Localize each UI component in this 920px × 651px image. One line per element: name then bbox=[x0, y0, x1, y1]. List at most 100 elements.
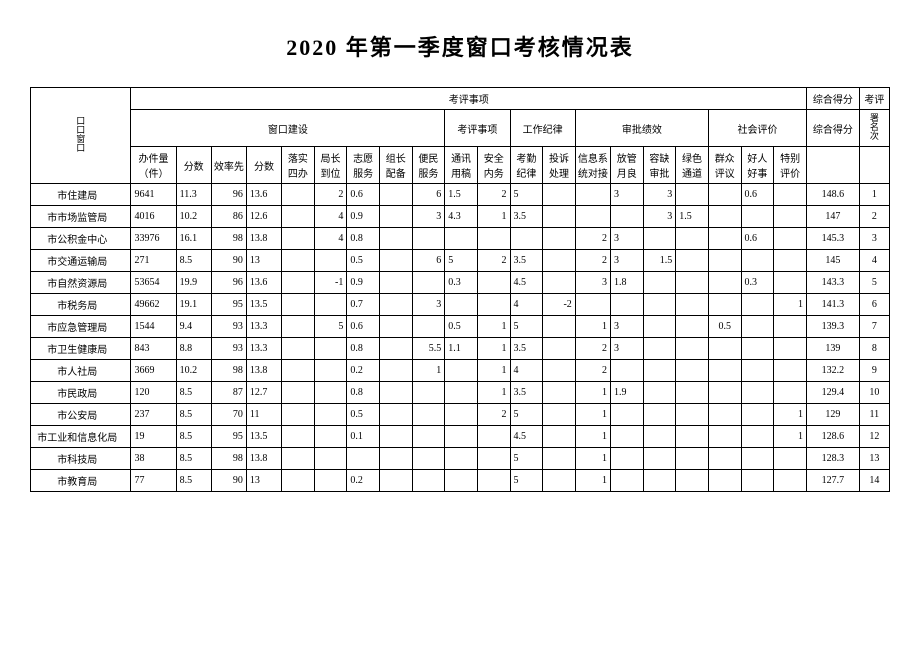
cell bbox=[379, 250, 412, 272]
hdr-eval2: 考评事项 bbox=[445, 110, 510, 147]
cell bbox=[774, 338, 807, 360]
cell: 1 bbox=[575, 316, 610, 338]
row-name: 市住建局 bbox=[31, 184, 131, 206]
cell: 96 bbox=[211, 272, 246, 294]
cell: 4 bbox=[510, 294, 543, 316]
cell: 13.5 bbox=[246, 294, 281, 316]
cell: 3 bbox=[610, 228, 643, 250]
table-row: 市自然资源局5365419.99613.6-10.90.34.531.80.31… bbox=[31, 272, 890, 294]
cell: 1 bbox=[477, 382, 510, 404]
cell: -1 bbox=[314, 272, 347, 294]
cell: 6 bbox=[412, 184, 445, 206]
cell bbox=[676, 470, 709, 492]
cell: 1.8 bbox=[610, 272, 643, 294]
hdr-c10: 安全内务 bbox=[477, 147, 510, 184]
hdr-blank2 bbox=[859, 147, 889, 184]
cell: 1 bbox=[575, 448, 610, 470]
cell: 3 bbox=[412, 206, 445, 228]
cell: 5 bbox=[859, 272, 889, 294]
cell bbox=[412, 448, 445, 470]
cell: 0.8 bbox=[347, 228, 380, 250]
cell: 0.6 bbox=[741, 184, 774, 206]
cell bbox=[708, 470, 741, 492]
cell: 143.3 bbox=[807, 272, 860, 294]
cell bbox=[676, 250, 709, 272]
cell bbox=[314, 470, 347, 492]
hdr-total-top: 综合得分 bbox=[807, 88, 860, 110]
cell bbox=[708, 184, 741, 206]
cell bbox=[379, 470, 412, 492]
cell bbox=[741, 404, 774, 426]
cell bbox=[676, 448, 709, 470]
cell bbox=[412, 470, 445, 492]
cell: 0.3 bbox=[445, 272, 478, 294]
assessment-table: 口口窗口 考评事项 综合得分 考评 窗口建设 考评事项 工作纪律 审批绩效 社会… bbox=[30, 87, 890, 492]
cell: 3 bbox=[610, 338, 643, 360]
cell bbox=[708, 294, 741, 316]
cell: 7 bbox=[859, 316, 889, 338]
cell bbox=[708, 338, 741, 360]
cell: 90 bbox=[211, 470, 246, 492]
cell bbox=[708, 272, 741, 294]
cell bbox=[676, 338, 709, 360]
cell: 2 bbox=[575, 360, 610, 382]
cell: 0.5 bbox=[347, 404, 380, 426]
cell bbox=[282, 404, 315, 426]
cell: -2 bbox=[543, 294, 576, 316]
row-name: 市公安局 bbox=[31, 404, 131, 426]
row-name: 市市场监管局 bbox=[31, 206, 131, 228]
cell: 2 bbox=[575, 250, 610, 272]
hdr-c14: 放管月良 bbox=[610, 147, 643, 184]
cell: 0.2 bbox=[347, 360, 380, 382]
cell bbox=[708, 404, 741, 426]
row-name: 市卫生健康局 bbox=[31, 338, 131, 360]
cell: 1.5 bbox=[676, 206, 709, 228]
cell: 95 bbox=[211, 294, 246, 316]
cell: 1 bbox=[575, 470, 610, 492]
cell bbox=[379, 338, 412, 360]
cell bbox=[282, 250, 315, 272]
cell: 0.5 bbox=[708, 316, 741, 338]
hdr-c4: 落实四办 bbox=[282, 147, 315, 184]
hdr-window-build: 窗口建设 bbox=[131, 110, 445, 147]
cell: 9 bbox=[859, 360, 889, 382]
cell: 4 bbox=[859, 250, 889, 272]
cell: 4.5 bbox=[510, 426, 543, 448]
hdr-c0: 办件量（件） bbox=[131, 147, 176, 184]
table-row: 市工业和信息化局198.59513.50.14.511128.612 bbox=[31, 426, 890, 448]
cell bbox=[774, 184, 807, 206]
cell: 12 bbox=[859, 426, 889, 448]
cell: 1544 bbox=[131, 316, 176, 338]
cell bbox=[379, 448, 412, 470]
table-body: 市住建局964111.39613.620.661.525330.6148.61市… bbox=[31, 184, 890, 492]
cell: 1 bbox=[412, 360, 445, 382]
cell: 1.1 bbox=[445, 338, 478, 360]
hdr-c3: 分数 bbox=[246, 147, 281, 184]
cell bbox=[282, 426, 315, 448]
cell: 13 bbox=[859, 448, 889, 470]
cell bbox=[676, 228, 709, 250]
cell: 843 bbox=[131, 338, 176, 360]
cell: 0.8 bbox=[347, 382, 380, 404]
hdr-sign: 署名次 bbox=[859, 110, 889, 147]
cell: 13.3 bbox=[246, 316, 281, 338]
cell: 10 bbox=[859, 382, 889, 404]
cell: 3.5 bbox=[510, 206, 543, 228]
cell: 3 bbox=[575, 272, 610, 294]
cell: 1 bbox=[774, 294, 807, 316]
table-row: 市卫生健康局8438.89313.30.85.51.113.5231398 bbox=[31, 338, 890, 360]
cell: 5.5 bbox=[412, 338, 445, 360]
cell: 271 bbox=[131, 250, 176, 272]
cell bbox=[282, 184, 315, 206]
cell: 1.9 bbox=[610, 382, 643, 404]
cell: 1.5 bbox=[445, 184, 478, 206]
cell: 86 bbox=[211, 206, 246, 228]
table-row: 市住建局964111.39613.620.661.525330.6148.61 bbox=[31, 184, 890, 206]
cell: 4 bbox=[510, 360, 543, 382]
cell: 0.8 bbox=[347, 338, 380, 360]
cell: 0.5 bbox=[445, 316, 478, 338]
cell bbox=[774, 382, 807, 404]
cell bbox=[708, 426, 741, 448]
cell bbox=[412, 426, 445, 448]
cell bbox=[282, 470, 315, 492]
